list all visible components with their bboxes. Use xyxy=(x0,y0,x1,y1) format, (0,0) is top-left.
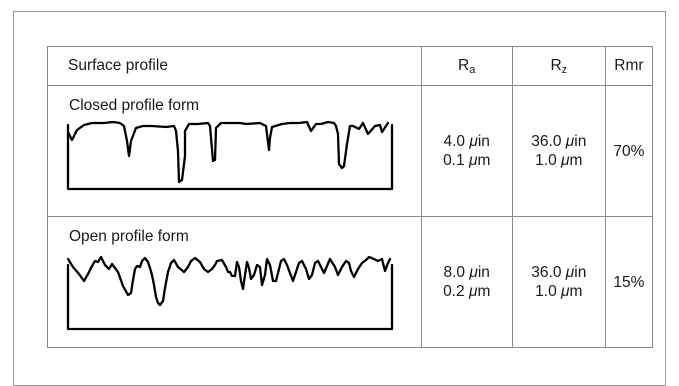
surface-profile-table: Surface profile Ra Rz Rmr Closed profile… xyxy=(47,46,654,348)
open-profile-graph xyxy=(66,255,394,331)
metre-unit: m xyxy=(569,152,583,169)
metre-unit: m xyxy=(477,152,491,169)
closed-rz-cell: 36.0 μin 1.0 μm xyxy=(511,85,606,217)
closed-ra-inches: 4.0 μin xyxy=(422,132,512,151)
closed-profile-label: Closed profile form xyxy=(69,97,200,114)
open-rz-um-value: 1.0 xyxy=(535,283,557,300)
closed-rz-um-value: 1.0 xyxy=(535,152,557,169)
closed-profile-cell: Closed profile form xyxy=(47,85,422,217)
closed-profile-curve xyxy=(66,120,390,184)
closed-ra-in-value: 4.0 xyxy=(443,133,466,150)
open-profile-cell: Open profile form xyxy=(47,216,422,348)
inch-unit: in xyxy=(477,264,490,281)
table-row: Closed profile form 4.0 μin 0.1 μm 36.0 … xyxy=(47,85,654,217)
closed-rmr-cell: 70% xyxy=(604,85,654,217)
open-rz-cell: 36.0 μin 1.0 μm xyxy=(511,216,606,348)
open-rz-micrometres: 1.0 μm xyxy=(513,282,605,301)
open-rmr-cell: 15% xyxy=(604,216,654,348)
ra-symbol: R xyxy=(458,56,470,74)
closed-rz-inches: 36.0 μin xyxy=(513,132,605,151)
micro-unit: μ xyxy=(561,283,570,300)
metre-unit: m xyxy=(477,283,491,300)
open-profile-label: Open profile form xyxy=(69,228,189,245)
closed-ra-um-value: 0.1 xyxy=(443,152,465,169)
header-rmr: Rmr xyxy=(604,46,654,86)
inch-unit: in xyxy=(574,264,587,281)
micro-unit: μ xyxy=(468,283,478,300)
closed-ra-micrometres: 0.1 μm xyxy=(422,151,512,170)
micro-unit: μ xyxy=(565,264,575,281)
closed-profile-graph xyxy=(66,120,394,191)
micro-unit: μ xyxy=(469,133,478,150)
micro-unit: μ xyxy=(561,152,570,169)
rz-symbol: R xyxy=(550,56,562,74)
micro-unit: μ xyxy=(565,133,575,150)
micro-unit: μ xyxy=(468,152,478,169)
table-row: Open profile form 8.0 μin 0.2 μm 36.0 μi… xyxy=(47,216,654,348)
rz-subscript: z xyxy=(561,63,568,76)
open-ra-in-value: 8.0 xyxy=(443,264,466,281)
micro-unit: μ xyxy=(469,264,478,281)
closed-rz-in-value: 36.0 xyxy=(531,133,562,150)
open-ra-inches: 8.0 μin xyxy=(422,263,512,282)
open-profile-baseline-box xyxy=(66,263,394,331)
open-ra-micrometres: 0.2 μm xyxy=(422,282,512,301)
header-row: Surface profile Ra Rz Rmr xyxy=(47,46,654,86)
metre-unit: m xyxy=(569,283,583,300)
inch-unit: in xyxy=(574,133,587,150)
header-rz: Rz xyxy=(511,46,606,86)
open-rz-in-value: 36.0 xyxy=(531,264,562,281)
open-rz-inches: 36.0 μin xyxy=(513,263,605,282)
header-ra: Ra xyxy=(420,46,513,86)
ra-subscript: a xyxy=(469,63,476,76)
closed-ra-cell: 4.0 μin 0.1 μm xyxy=(420,85,513,217)
closed-profile-baseline-box xyxy=(66,123,394,191)
open-ra-um-value: 0.2 xyxy=(443,283,465,300)
open-profile-curve xyxy=(66,255,392,307)
inch-unit: in xyxy=(477,133,490,150)
closed-rz-micrometres: 1.0 μm xyxy=(513,151,605,170)
header-surface-profile: Surface profile xyxy=(47,46,422,86)
open-ra-cell: 8.0 μin 0.2 μm xyxy=(420,216,513,348)
